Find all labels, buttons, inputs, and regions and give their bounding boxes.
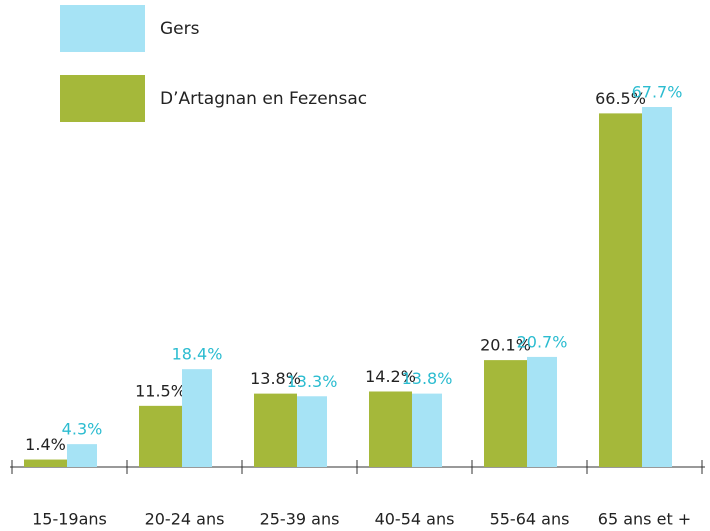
x-tick-label: 65 ans et + xyxy=(598,510,691,529)
value-label: 13.8% xyxy=(250,369,301,388)
value-label: 13.8% xyxy=(402,369,453,388)
value-label: 13.3% xyxy=(287,372,338,391)
value-label: 20.7% xyxy=(517,332,568,351)
bar xyxy=(412,393,442,467)
value-label: 4.3% xyxy=(62,420,103,439)
bar xyxy=(599,113,642,467)
legend-label: D’Artagnan en Fezensac xyxy=(160,89,367,109)
bar xyxy=(139,405,182,467)
bar xyxy=(67,444,97,467)
value-label: 11.5% xyxy=(135,381,186,400)
bar xyxy=(642,107,672,467)
x-tick-label: 15-19ans xyxy=(32,510,107,529)
x-tick-label: 20-24 ans xyxy=(145,510,225,529)
x-tick-label: 55-64 ans xyxy=(490,510,570,529)
x-tick-label: 25-39 ans xyxy=(260,510,340,529)
legend-swatch xyxy=(60,5,145,52)
bar xyxy=(254,393,297,467)
bar xyxy=(182,369,212,467)
legend-swatch xyxy=(60,75,145,122)
value-label: 67.7% xyxy=(632,83,683,102)
value-label: 66.5% xyxy=(595,89,646,108)
bar xyxy=(297,396,327,467)
value-label: 1.4% xyxy=(25,435,66,454)
bar xyxy=(369,391,412,467)
bar xyxy=(484,360,527,467)
x-tick-label: 40-54 ans xyxy=(375,510,455,529)
bar xyxy=(527,356,557,467)
value-label: 18.4% xyxy=(172,345,223,364)
legend-label: Gers xyxy=(160,19,200,39)
value-label: 14.2% xyxy=(365,367,416,386)
bar xyxy=(24,459,67,467)
value-label: 20.1% xyxy=(480,336,531,355)
